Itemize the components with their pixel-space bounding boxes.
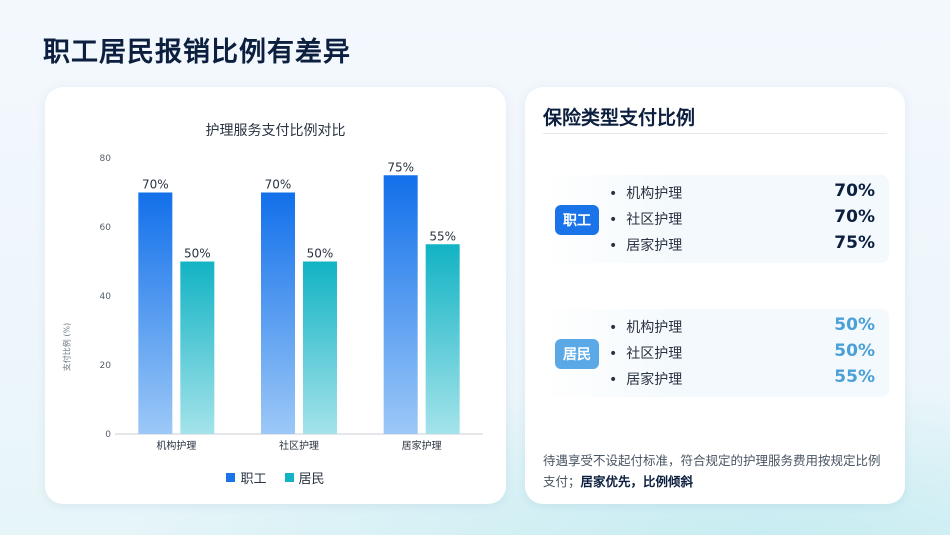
policy-note: 待遇享受不设起付标准，符合规定的护理服务费用按规定比例支付；居家优先，比例倾斜 xyxy=(543,450,888,492)
legend-item-employee: 职工 xyxy=(226,468,267,487)
employee-group: 职工 机构护理 70% 社区护理 70% 居家护理 75% xyxy=(543,175,889,263)
bar xyxy=(138,192,173,434)
list-item-label: 居家护理 xyxy=(609,369,682,389)
y-tick-label: 40 xyxy=(100,292,112,302)
bar xyxy=(383,175,418,434)
x-tick-label: 居家护理 xyxy=(402,439,442,452)
list-item-value: 70% xyxy=(834,207,875,227)
chart-legend: 职工 居民 xyxy=(45,468,506,487)
bar xyxy=(180,261,215,434)
page-title: 职工居民报销比例有差异 xyxy=(43,37,351,68)
bar xyxy=(261,192,295,434)
resident-badge: 居民 xyxy=(555,339,599,369)
data-label: 55% xyxy=(429,229,456,243)
legend-item-resident: 居民 xyxy=(284,468,325,487)
y-tick-label: 60 xyxy=(100,223,112,233)
legend-swatch-resident xyxy=(284,473,294,482)
list-item-value: 55% xyxy=(834,367,875,387)
employee-badge: 职工 xyxy=(555,205,599,235)
legend-label-resident: 居民 xyxy=(298,472,325,487)
list-item-value: 70% xyxy=(834,181,875,201)
list-item-label: 居家护理 xyxy=(609,235,682,255)
list-item-value: 50% xyxy=(834,315,875,335)
list-item-label: 社区护理 xyxy=(609,209,682,229)
bar xyxy=(425,244,460,434)
payment-ratio-panel: 保险类型支付比例 职工 机构护理 70% 社区护理 70% 居家护理 75% 居… xyxy=(525,87,905,504)
policy-note-emphasis: 居家优先，比例倾斜 xyxy=(580,474,694,489)
data-label: 75% xyxy=(387,160,414,174)
list-item-label: 社区护理 xyxy=(609,343,682,363)
y-tick-label: 80 xyxy=(100,154,112,164)
x-tick-label: 机构护理 xyxy=(156,439,196,452)
data-label: 70% xyxy=(142,178,169,192)
chart-card: 护理服务支付比例对比 支付比例 (%) 0 20 40 60 80 70% 50% 机构护理 7… xyxy=(45,87,506,504)
list-item-value: 50% xyxy=(834,341,875,361)
bar xyxy=(303,261,337,434)
list-item-label: 机构护理 xyxy=(609,317,682,337)
panel-divider xyxy=(543,133,887,134)
panel-title: 保险类型支付比例 xyxy=(543,107,696,129)
y-tick-label: 0 xyxy=(105,430,111,440)
policy-note-text: 待遇享受不设起付标准，符合规定的护理服务费用按规定比例支付； xyxy=(543,453,881,489)
x-tick-label: 社区护理 xyxy=(279,439,319,452)
data-label: 70% xyxy=(265,178,292,192)
list-item-value: 75% xyxy=(834,233,875,253)
list-item-label: 机构护理 xyxy=(609,183,682,203)
data-label: 50% xyxy=(184,247,211,261)
resident-group: 居民 机构护理 50% 社区护理 50% 居家护理 55% xyxy=(543,309,889,397)
bar-chart: 0 20 40 60 80 70% 50% 机构护理 70% 50% 社区护理 75% 55% 居家护理 xyxy=(100,154,483,452)
y-tick-label: 20 xyxy=(100,361,112,371)
data-label: 50% xyxy=(307,247,334,261)
legend-label-employee: 职工 xyxy=(240,472,267,487)
legend-swatch-employee xyxy=(226,473,236,482)
chart-title: 护理服务支付比例对比 xyxy=(205,123,346,139)
